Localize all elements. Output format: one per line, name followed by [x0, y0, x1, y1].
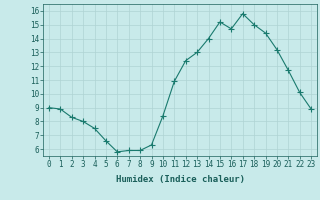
X-axis label: Humidex (Indice chaleur): Humidex (Indice chaleur) [116, 175, 244, 184]
